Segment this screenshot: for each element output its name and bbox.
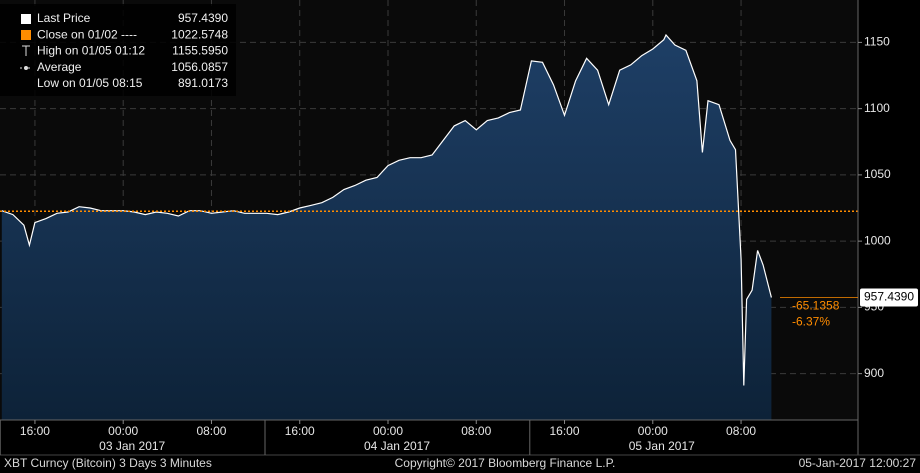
x-tick-label: 08:00 (726, 424, 756, 438)
date-label: 04 Jan 2017 (364, 439, 430, 453)
x-tick-label: 16:00 (550, 424, 580, 438)
last-tag-label: 957.4390 (864, 290, 914, 304)
legend-value: 891.0173 (178, 76, 228, 90)
footer-right: 05-Jan-2017 12:00:27 (799, 456, 917, 470)
x-tick-label: 08:00 (461, 424, 491, 438)
y-tick-label: 1050 (864, 167, 891, 181)
y-tick-label: 1150 (864, 35, 890, 49)
legend-name: Average (37, 60, 82, 74)
change-label: -65.1358 (792, 299, 840, 313)
legend-icon (24, 66, 28, 70)
legend-icon (21, 30, 31, 40)
footer-center: Copyright© 2017 Bloomberg Finance L.P. (395, 456, 616, 470)
y-tick-label: 900 (864, 366, 884, 380)
y-tick-label: 1000 (864, 233, 891, 247)
last-tag (860, 288, 918, 307)
legend-value: 1056.0857 (171, 60, 228, 74)
legend-icon (22, 45, 30, 56)
x-tick-label: 16:00 (285, 424, 315, 438)
footer-left: XBT Curncy (Bitcoin) 3 Days 3 Minutes (4, 456, 212, 470)
legend-value: 1155.5950 (172, 44, 228, 58)
x-tick-label: 00:00 (108, 424, 138, 438)
x-tick-label: 00:00 (638, 424, 668, 438)
x-tick-label: 08:00 (196, 424, 226, 438)
legend-name: Close on 01/02 ---- (37, 27, 137, 41)
legend-value: 957.4390 (178, 11, 228, 25)
legend-name: High on 01/05 01:12 (37, 44, 145, 58)
date-label: 05 Jan 2017 (629, 439, 695, 453)
area-fill (1, 35, 772, 420)
legend-box (0, 4, 236, 96)
legend-name: Last Price (37, 11, 91, 25)
x-tick-label: 16:00 (20, 424, 50, 438)
change-pct-label: -6.37% (792, 315, 830, 329)
x-tick-label: 00:00 (373, 424, 403, 438)
y-tick-label: 1100 (864, 101, 890, 115)
legend-name: Low on 01/05 08:15 (37, 76, 143, 90)
legend-value: 1022.5748 (171, 27, 228, 41)
legend-icon (21, 14, 31, 24)
date-label: 03 Jan 2017 (99, 439, 165, 453)
